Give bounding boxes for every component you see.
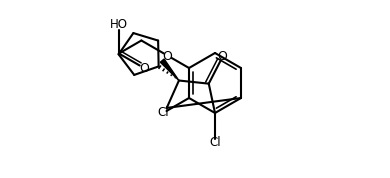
Text: Cl: Cl [157, 106, 169, 119]
Text: HO: HO [110, 18, 128, 31]
Text: O: O [217, 50, 227, 63]
Text: O: O [162, 50, 172, 63]
Text: Cl: Cl [209, 135, 221, 148]
Text: O: O [139, 62, 149, 75]
Polygon shape [160, 59, 179, 80]
